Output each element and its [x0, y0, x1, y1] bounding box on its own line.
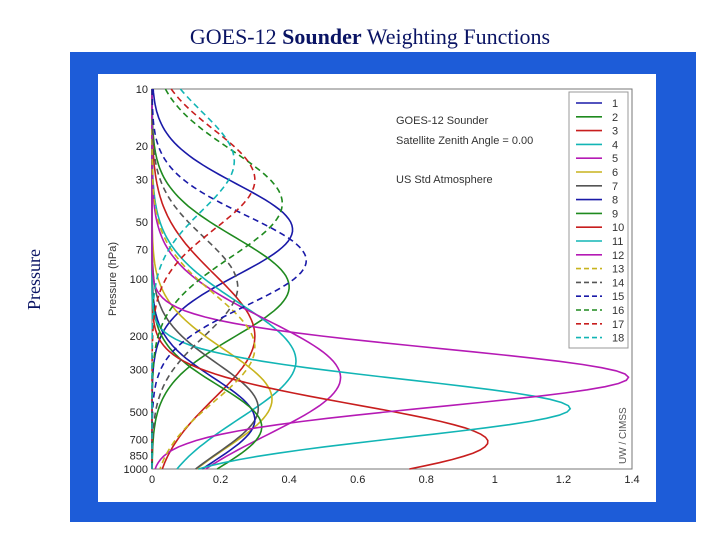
- series-line-14: [151, 89, 239, 469]
- y-tick-label: 30: [136, 175, 148, 187]
- plot-area-frame: [151, 88, 633, 470]
- legend-label-7: 7: [612, 181, 618, 193]
- slide-title: GOES-12 Sounder Weighting Functions: [0, 24, 720, 50]
- y-tick-label: 200: [130, 331, 148, 343]
- legend-label-8: 8: [612, 195, 618, 207]
- x-tick-label: 0.8: [419, 474, 434, 486]
- annotation-zenith-angle: Satellite Zenith Angle = 0.00: [396, 135, 533, 147]
- credit-label: UW / CIMSS: [618, 407, 629, 464]
- series-line-2: [151, 88, 290, 469]
- legend-label-16: 16: [612, 305, 624, 317]
- legend-box: [568, 91, 629, 349]
- x-tick-label: 0: [149, 474, 155, 486]
- legend-label-17: 17: [612, 319, 624, 331]
- y-tick-label: 20: [136, 141, 148, 153]
- title-prefix: GOES-12: [189, 24, 283, 49]
- x-tick-label: 0.6: [350, 474, 365, 486]
- title-bold: Sounder: [282, 24, 362, 49]
- legend-label-1: 1: [612, 98, 618, 110]
- legend-label-2: 2: [612, 112, 618, 124]
- legend-label-10: 10: [612, 222, 624, 234]
- legend-label-18: 18: [612, 333, 624, 345]
- y-tick-label: 300: [130, 365, 148, 377]
- legend-label-11: 11: [612, 236, 623, 248]
- y-tick-label: 850: [130, 451, 148, 463]
- y-tick-label: 50: [136, 217, 148, 229]
- side-label: Pressure: [24, 249, 44, 310]
- y-tick-label: 1000: [124, 464, 148, 476]
- plot-panel: 0 0.2 0.4 0.6 0.8 1 1.2 1.4 10 20 30 50 70 100 200 300…: [70, 52, 696, 522]
- x-tick-label: 1: [492, 474, 498, 486]
- x-tick-label: 0.2: [213, 474, 228, 486]
- legend-label-12: 12: [612, 250, 624, 262]
- y-tick-label: 500: [130, 407, 148, 419]
- legend-label-9: 9: [612, 208, 618, 220]
- y-axis-label: Pressure (hPa): [107, 242, 119, 316]
- y-tick-label: 100: [130, 274, 148, 286]
- series-line-18: [151, 88, 236, 469]
- x-tick-label: 1.4: [624, 474, 639, 486]
- series-curves: [151, 88, 630, 470]
- legend-label-6: 6: [612, 167, 618, 179]
- x-tick-label: 1.2: [556, 474, 571, 486]
- legend-label-15: 15: [612, 291, 624, 303]
- x-tick-labels: 0 0.2 0.4 0.6 0.8 1 1.2 1.4: [149, 474, 640, 486]
- legend-label-5: 5: [612, 153, 618, 165]
- title-suffix: Weighting Functions: [361, 24, 551, 49]
- y-tick-label: 70: [136, 245, 148, 257]
- legend-label-14: 14: [612, 277, 624, 289]
- legend-label-4: 4: [612, 139, 618, 151]
- series-line-3: [151, 89, 256, 470]
- legend-label-13: 13: [612, 264, 624, 276]
- x-tick-label: 0.4: [281, 474, 296, 486]
- y-tick-label: 10: [136, 84, 148, 96]
- legend-label-3: 3: [612, 126, 618, 138]
- y-tick-label: 700: [130, 435, 148, 447]
- annotation-atmosphere: US Std Atmosphere: [396, 174, 493, 186]
- weighting-function-chart: 0 0.2 0.4 0.6 0.8 1 1.2 1.4 10 20 30 50 70 100 200 300…: [98, 74, 656, 502]
- series-line-13: [151, 89, 256, 470]
- annotation-instrument: GOES-12 Sounder: [396, 115, 489, 127]
